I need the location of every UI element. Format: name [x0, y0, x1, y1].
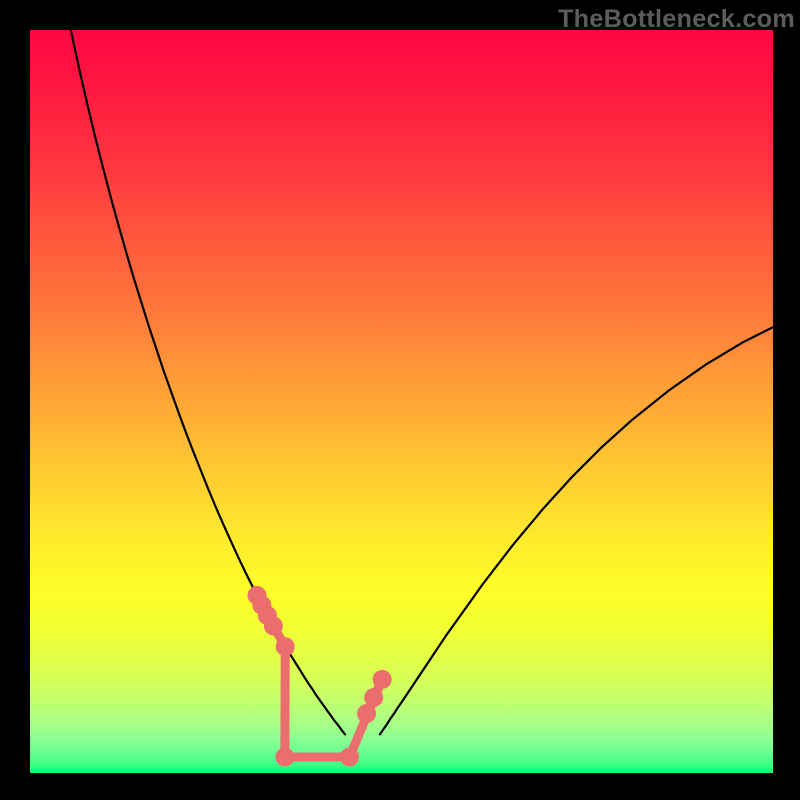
curve-right: [380, 327, 773, 734]
marker-bottom-left-cap: [275, 748, 294, 767]
marker-right-2: [373, 670, 392, 689]
watermark-text: TheBottleneck.com: [558, 5, 795, 34]
plot-area: [30, 30, 773, 773]
marker-left-4: [276, 637, 295, 656]
marker-right-1: [364, 688, 383, 707]
chart-svg: [30, 30, 773, 773]
marker-bottom-right-cap: [340, 748, 359, 767]
curve-left: [71, 30, 345, 734]
marker-left-3: [264, 616, 283, 635]
